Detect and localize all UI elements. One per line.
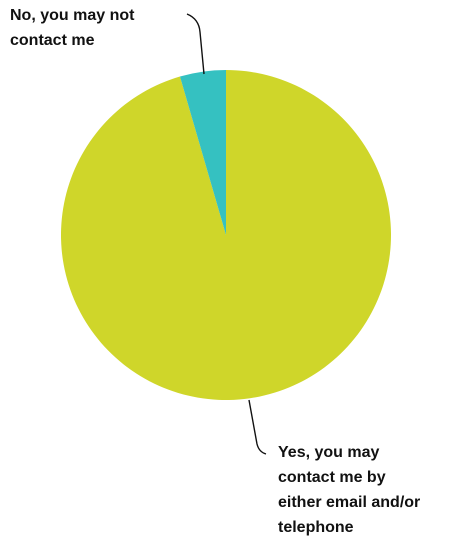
slice-label-yes: Yes, you may contact me by either email … — [278, 444, 425, 536]
slice-label-no-line: No, you may not — [10, 7, 135, 24]
pie-slice-yes — [60, 70, 392, 400]
slice-label-yes-line: contact me by — [278, 469, 386, 486]
pie-slice-no — [179, 70, 226, 235]
leader-line-yes — [248, 399, 267, 455]
slice-label-yes-line: Yes, you may — [278, 444, 379, 461]
slice-label-yes-line: either email and/or — [278, 494, 420, 511]
leader-line-no — [186, 13, 205, 75]
slice-label-no-line: contact me — [10, 32, 95, 49]
pie-slices — [60, 70, 392, 400]
slice-label-yes-line: telephone — [278, 519, 354, 536]
slice-label-no: No, you may not contact me — [10, 7, 139, 49]
